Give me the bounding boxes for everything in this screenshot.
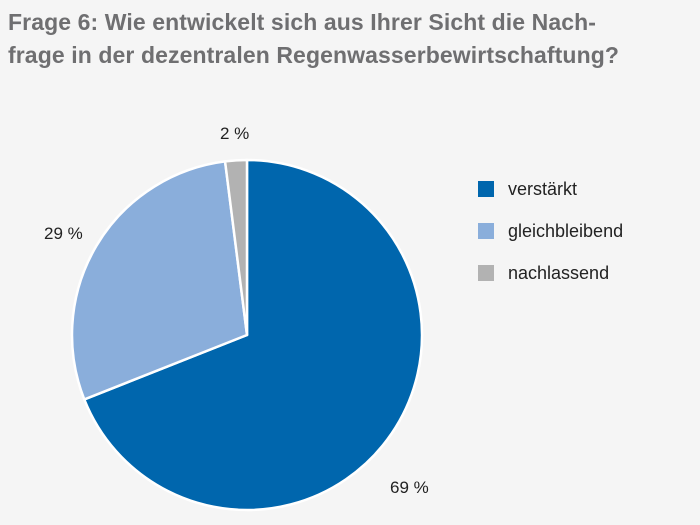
pie-slice-nachlassend (223, 158, 249, 337)
legend-label: gleichbleibend (508, 220, 624, 241)
legend-label: nachlassend (508, 262, 610, 283)
legend-swatch (478, 223, 494, 239)
legend-item-nachlassend: nachlassend (478, 252, 623, 294)
title-line-2: frage in der dezentralen Regenwasserbewi… (8, 42, 620, 68)
legend-item-verstaerkt: verstärkt (478, 168, 623, 210)
legend-swatch (478, 265, 494, 281)
data-label-verstaerkt: 69 % (390, 478, 429, 497)
data-label-nachlassend: 2 % (220, 124, 250, 143)
legend: verstärkt gleichbleibend nachlassend (478, 168, 623, 294)
pie-slice-verstärkt (83, 158, 424, 512)
pie-slice-gleichbleibend (70, 160, 249, 401)
legend-label: verstärkt (508, 178, 578, 199)
legend-swatch (478, 181, 494, 197)
title-line-1: Frage 6: Wie entwickelt sich aus Ihrer S… (8, 9, 597, 35)
chart-title: Frage 6: Wie entwickelt sich aus Ihrer S… (8, 6, 698, 72)
legend-item-gleichbleibend: gleichbleibend (478, 210, 623, 252)
data-label-gleichbleibend: 29 % (44, 224, 83, 243)
